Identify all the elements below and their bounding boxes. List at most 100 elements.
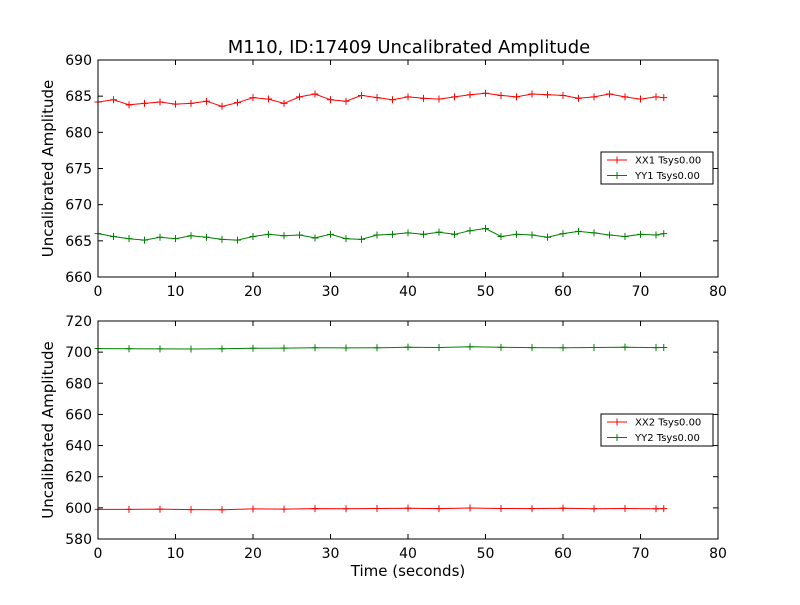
legend-label: YY2 Tsys0.00: [634, 433, 700, 444]
data-point: [218, 102, 226, 110]
data-point: [528, 231, 536, 239]
legend-box: [600, 413, 714, 447]
data-point: [544, 233, 551, 241]
data-point: [660, 230, 668, 238]
data-point: [373, 94, 381, 102]
data-point: [621, 232, 629, 240]
data-point: [466, 227, 474, 235]
x-tick-label: 60: [554, 284, 572, 300]
data-point: [389, 230, 396, 238]
data-point: [435, 343, 443, 351]
data-point: [218, 345, 226, 353]
data-point: [451, 93, 458, 101]
data-point: [156, 233, 164, 241]
y-tick-label: 700: [65, 345, 92, 361]
data-point: [342, 97, 350, 105]
legend-marker: [613, 156, 621, 164]
data-point: [466, 504, 474, 512]
data-point: [637, 95, 644, 103]
x-tick-label: 40: [399, 284, 417, 300]
data-point: [125, 345, 133, 353]
y-tick-label: 720: [65, 314, 92, 330]
data-point: [280, 232, 288, 240]
x-tick-label: 10: [167, 546, 185, 562]
x-tick-label: 40: [399, 546, 417, 562]
y-tick-label: 670: [65, 198, 92, 214]
data-point: [311, 505, 319, 513]
data-point: [234, 236, 241, 244]
data-point: [141, 236, 148, 244]
data-point: [652, 505, 660, 513]
legend-label: XX2 Tsys0.00: [635, 418, 701, 429]
data-point: [156, 505, 164, 513]
legend: XX2 Tsys0.00 YY2 Tsys0.00: [600, 413, 714, 447]
y-tick-label: 620: [65, 470, 92, 486]
y-tick-label: 680: [65, 376, 92, 392]
legend-label: YY1 Tsys0.00: [634, 171, 700, 182]
x-tick-label: 50: [477, 284, 495, 300]
data-point: [451, 230, 458, 238]
legend: XX1 Tsys0.00 YY1 Tsys0.00: [600, 151, 714, 185]
data-point: [544, 91, 551, 99]
data-point: [373, 231, 381, 239]
series-2-1: [94, 504, 668, 514]
data-point: [249, 344, 257, 352]
chart-panel-2: 0 10 20 30 40 50 60 70 80 580 600 620 640 660 680 700 72…: [39, 314, 727, 580]
data-point: [280, 344, 288, 352]
chart-panel-1: 0 10 20 30 40 50 60 70 80 660 665 670 675 680 685 690 Un…: [39, 53, 727, 300]
data-point: [621, 343, 629, 351]
series-line: [97, 346, 664, 350]
data-point: [249, 505, 257, 513]
y-tick-label: 600: [65, 501, 92, 517]
data-point: [187, 99, 195, 107]
data-point: [482, 225, 489, 233]
data-point: [125, 505, 133, 513]
x-tick-label: 70: [632, 284, 650, 300]
y-tick-label: 685: [65, 89, 92, 105]
x-tick-label: 80: [709, 546, 727, 562]
x-tick-label: 20: [244, 546, 262, 562]
data-point: [373, 344, 381, 352]
y-axis-label: Uncalibrated Amplitude: [39, 341, 57, 518]
data-point: [660, 94, 668, 102]
data-point: [420, 94, 427, 102]
data-point: [590, 505, 598, 513]
chart-title: M110, ID:17409 Uncalibrated Amplitude: [228, 37, 590, 58]
data-point: [404, 229, 412, 237]
data-point: [110, 96, 117, 104]
data-point: [280, 99, 288, 107]
data-point: [280, 505, 288, 513]
x-tick-label: 0: [94, 284, 103, 300]
data-point: [660, 505, 668, 513]
data-point: [637, 230, 644, 238]
y-tick-label: 680: [65, 125, 92, 141]
y-tick-label: 675: [65, 162, 92, 178]
data-point: [125, 101, 133, 109]
data-point: [559, 504, 567, 512]
series-1-1: [94, 89, 668, 110]
data-point: [590, 343, 598, 351]
data-point: [652, 344, 660, 352]
data-point: [513, 230, 520, 238]
data-point: [342, 505, 350, 513]
data-point: [218, 235, 226, 243]
y-tick-label: 580: [65, 532, 92, 548]
data-point: [234, 99, 241, 107]
data-point: [404, 93, 412, 101]
data-point: [187, 506, 195, 514]
series-1-2: [94, 225, 668, 244]
data-point: [203, 97, 210, 105]
data-point: [172, 235, 179, 243]
y-tick-label: 660: [65, 270, 92, 286]
data-point: [404, 343, 412, 351]
data-point: [528, 505, 536, 513]
data-point: [358, 91, 365, 99]
data-point: [311, 90, 319, 98]
data-point: [466, 91, 474, 99]
data-point: [358, 235, 365, 243]
y-tick-label: 690: [65, 53, 92, 69]
data-point: [125, 235, 133, 243]
